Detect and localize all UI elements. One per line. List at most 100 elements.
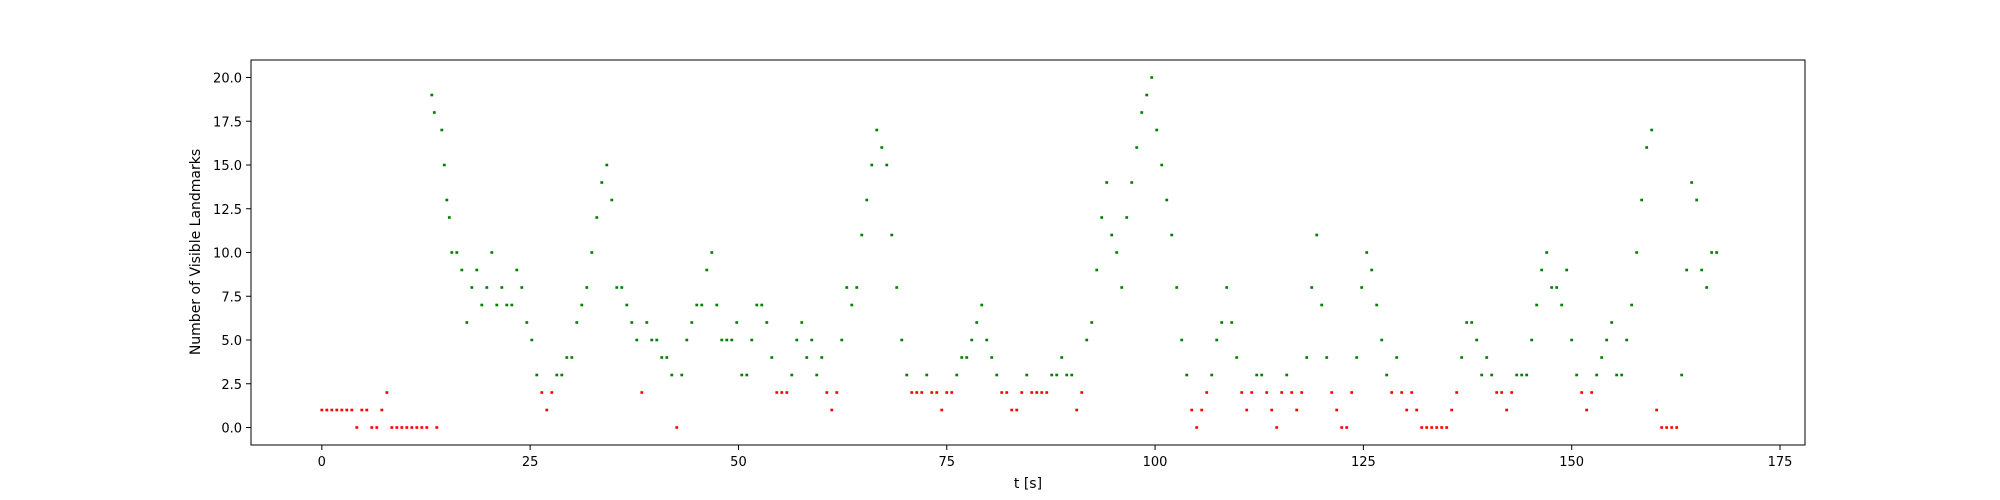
data-point-high [755, 303, 759, 307]
data-points [320, 76, 1719, 429]
data-point-high [1165, 198, 1169, 202]
data-point-high [770, 356, 774, 359]
data-point-low [540, 391, 544, 394]
data-point-low [325, 408, 329, 412]
data-point-low [415, 426, 419, 429]
data-point-high [955, 373, 959, 377]
data-point-high [1560, 303, 1564, 307]
data-point-low [945, 391, 949, 394]
data-point-low [1200, 408, 1204, 412]
data-point-high [900, 338, 904, 342]
data-point-low [1015, 408, 1019, 412]
data-point-high [520, 286, 524, 289]
data-point-high [650, 338, 654, 342]
data-point-high [1090, 321, 1094, 324]
data-point-high [1635, 251, 1639, 254]
data-point-high [1355, 356, 1359, 359]
data-point-low [1400, 391, 1404, 394]
data-point-high [560, 373, 564, 377]
data-point-high [690, 321, 694, 324]
data-point-low [1455, 391, 1459, 394]
data-point-low [1335, 408, 1339, 412]
data-point-low [835, 391, 839, 394]
data-point-high [795, 338, 799, 342]
data-point-low [435, 426, 439, 429]
data-point-low [1265, 391, 1269, 394]
data-point-high [530, 338, 534, 342]
y-tick-label: 0.0 [221, 422, 242, 437]
data-point-high [1515, 373, 1519, 377]
data-point-high [570, 356, 574, 359]
data-point-high [1685, 268, 1689, 272]
data-point-low [390, 426, 394, 429]
data-point-high [1115, 251, 1119, 254]
data-point-low [425, 426, 429, 429]
data-point-high [1600, 356, 1604, 359]
data-point-high [555, 373, 559, 377]
data-point-high [475, 268, 479, 272]
data-point-high [1615, 373, 1619, 377]
data-point-low [1005, 391, 1009, 394]
data-point-high [585, 286, 589, 289]
data-point-low [1425, 426, 1429, 429]
data-point-high [1630, 303, 1634, 307]
data-point-high [995, 373, 999, 377]
data-point-low [1510, 391, 1514, 394]
data-point-low [1190, 408, 1194, 412]
data-point-high [710, 251, 714, 254]
data-point-high [1220, 321, 1224, 324]
data-point-high [460, 268, 464, 272]
x-axis: 0 25 50 75 100 125 150 175 [318, 445, 1792, 470]
data-point-high [685, 338, 689, 342]
data-point-low [330, 408, 334, 412]
data-point-high [1525, 373, 1529, 377]
data-point-high [1150, 76, 1154, 79]
data-point-high [660, 356, 664, 359]
data-point-high [735, 321, 739, 324]
data-point-high [1555, 286, 1559, 289]
data-point-high [1595, 373, 1599, 377]
data-point-high [615, 286, 619, 289]
data-point-low [1295, 408, 1299, 412]
data-point-low [1300, 391, 1304, 394]
data-point-low [1665, 426, 1669, 429]
data-point-low [1660, 426, 1664, 429]
data-point-high [1185, 373, 1189, 377]
y-tick-label: 20.0 [213, 72, 242, 87]
data-point-high [765, 321, 769, 324]
data-point-high [700, 303, 704, 307]
data-point-high [665, 356, 669, 359]
data-point-high [970, 338, 974, 342]
data-point-high [1465, 321, 1469, 324]
data-point-high [1680, 373, 1684, 377]
data-point-low [1430, 426, 1434, 429]
data-point-high [705, 268, 709, 272]
data-point-high [565, 356, 569, 359]
data-point-low [420, 426, 424, 429]
data-point-low [1010, 408, 1014, 412]
y-tick-label: 15.0 [213, 159, 242, 174]
data-point-low [1390, 391, 1394, 394]
data-point-high [575, 321, 579, 324]
data-point-high [1305, 356, 1309, 359]
data-point-low [1075, 408, 1079, 412]
data-point-high [1540, 268, 1544, 272]
data-point-high [1215, 338, 1219, 342]
data-point-high [1695, 198, 1699, 202]
data-point-low [1435, 426, 1439, 429]
data-point-high [490, 251, 494, 254]
data-point-high [1060, 356, 1064, 359]
data-point-high [1065, 373, 1069, 377]
y-tick-label: 2.5 [221, 378, 242, 393]
data-point-high [1700, 268, 1704, 272]
data-point-high [725, 338, 729, 342]
data-point-high [730, 338, 734, 342]
data-point-low [1655, 408, 1659, 412]
x-tick-label: 25 [522, 455, 539, 470]
data-point-low [825, 391, 829, 394]
data-point-low [1290, 391, 1294, 394]
data-point-high [1375, 303, 1379, 307]
data-point-low [1675, 426, 1679, 429]
data-point-high [1550, 286, 1554, 289]
data-point-high [1485, 356, 1489, 359]
